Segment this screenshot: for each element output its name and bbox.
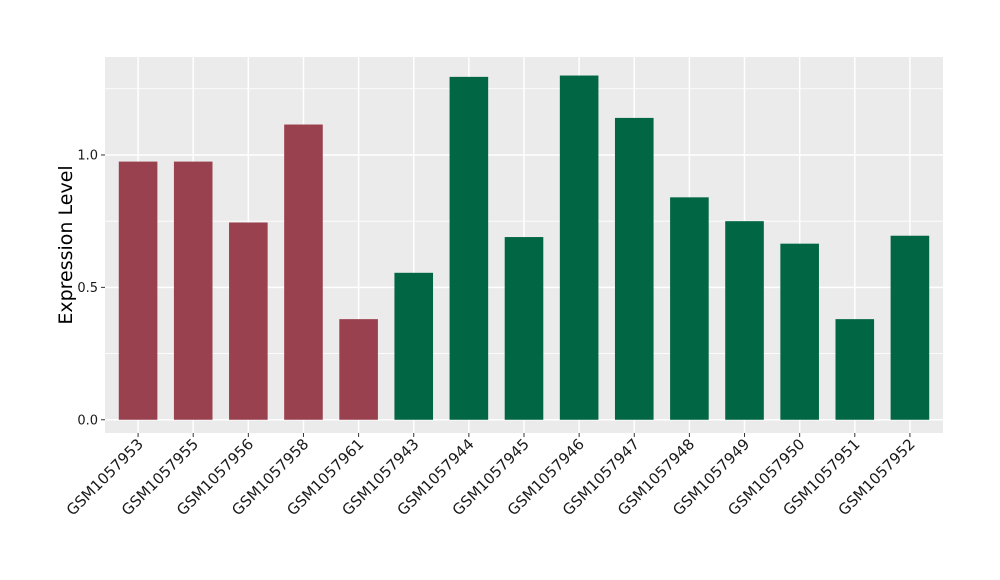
bar bbox=[780, 243, 819, 420]
bar bbox=[173, 161, 213, 420]
bar bbox=[890, 235, 930, 420]
bar bbox=[835, 319, 875, 420]
y-axis-title: Expression Level bbox=[55, 165, 77, 324]
bar bbox=[504, 237, 544, 420]
bar bbox=[559, 75, 599, 420]
bar bbox=[394, 272, 434, 420]
bar bbox=[449, 76, 489, 420]
x-axis-ticks: GSM1057953GSM1057955GSM1057956GSM1057958… bbox=[63, 433, 919, 519]
bar bbox=[284, 124, 323, 420]
y-tick-label: 0.0 bbox=[77, 413, 98, 428]
bar bbox=[614, 117, 654, 420]
bar bbox=[229, 222, 268, 420]
bar bbox=[670, 197, 709, 420]
y-tick-label: 1.0 bbox=[77, 148, 98, 163]
bar bbox=[725, 221, 764, 420]
y-tick-label: 0.5 bbox=[77, 281, 98, 296]
y-axis-ticks: 0.0 0.5 1.0 bbox=[77, 148, 105, 428]
bars bbox=[118, 75, 930, 420]
bar bbox=[118, 161, 158, 420]
bar bbox=[339, 319, 378, 420]
